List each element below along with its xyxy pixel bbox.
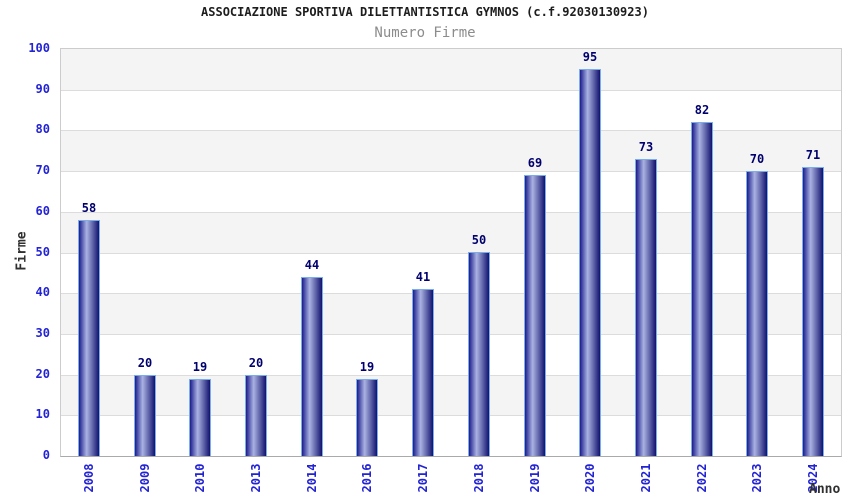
y-tick-label: 50 bbox=[35, 245, 50, 259]
bar-value-label: 41 bbox=[415, 270, 431, 284]
gridline bbox=[61, 212, 841, 213]
y-tick-label: 90 bbox=[35, 82, 50, 96]
bar bbox=[746, 171, 768, 456]
bar-value-label: 69 bbox=[527, 156, 543, 170]
x-tick-label: 2013 bbox=[249, 463, 263, 493]
bar-value-label: 73 bbox=[638, 140, 654, 154]
x-tick-label: 2021 bbox=[639, 463, 653, 493]
grid-band bbox=[61, 90, 841, 130]
gridline bbox=[61, 90, 841, 91]
bar bbox=[524, 175, 546, 456]
plot-area: 58 20 19 20 44 19 41 50 69 95 73 82 70 71 bbox=[60, 48, 842, 457]
x-tick-label: 2019 bbox=[528, 463, 542, 493]
x-tick-label: 2014 bbox=[305, 463, 319, 493]
grid-band bbox=[61, 375, 841, 415]
bar-value-label: 20 bbox=[137, 356, 153, 370]
gridline bbox=[61, 334, 841, 335]
y-tick-label: 20 bbox=[35, 367, 50, 381]
bar bbox=[412, 289, 434, 456]
gridline bbox=[61, 253, 841, 254]
bar-value-label: 19 bbox=[192, 360, 208, 374]
bar-value-label: 44 bbox=[304, 258, 320, 272]
x-tick-label: 2023 bbox=[750, 463, 764, 493]
gridline bbox=[61, 415, 841, 416]
y-tick-label: 70 bbox=[35, 163, 50, 177]
bar bbox=[134, 375, 156, 456]
bar-value-label: 70 bbox=[749, 152, 765, 166]
x-tick-label: 2016 bbox=[360, 463, 374, 493]
grid-band bbox=[61, 415, 841, 456]
chart-subtitle: Numero Firme bbox=[374, 25, 476, 41]
bar bbox=[356, 379, 378, 456]
x-tick-label: 2009 bbox=[138, 463, 152, 493]
x-tick-label: 2020 bbox=[583, 463, 597, 493]
bar bbox=[189, 379, 211, 456]
grid-band bbox=[61, 212, 841, 253]
y-tick-label: 60 bbox=[35, 204, 50, 218]
x-axis-title: Anno bbox=[809, 482, 841, 497]
bar bbox=[802, 167, 824, 456]
bar-value-label: 20 bbox=[248, 356, 264, 370]
bar-value-label: 95 bbox=[582, 50, 598, 64]
x-tick-label: 2018 bbox=[472, 463, 486, 493]
bar-value-label: 50 bbox=[471, 233, 487, 247]
bar bbox=[579, 69, 601, 456]
y-tick-label: 40 bbox=[35, 285, 50, 299]
bar bbox=[78, 220, 100, 456]
grid-band bbox=[61, 293, 841, 334]
bar bbox=[245, 375, 267, 456]
gridline bbox=[61, 293, 841, 294]
chart-title: ASSOCIAZIONE SPORTIVA DILETTANTISTICA GY… bbox=[201, 5, 649, 19]
bar bbox=[301, 277, 323, 456]
y-tick-label: 80 bbox=[35, 122, 50, 136]
bar bbox=[468, 252, 490, 456]
bar-value-label: 19 bbox=[359, 360, 375, 374]
bar-value-label: 58 bbox=[81, 201, 97, 215]
x-tick-label: 2022 bbox=[695, 463, 709, 493]
bar bbox=[691, 122, 713, 456]
y-tick-label: 10 bbox=[35, 407, 50, 421]
x-tick-label: 2010 bbox=[193, 463, 207, 493]
bar-value-label: 71 bbox=[805, 148, 821, 162]
x-tick-label: 2008 bbox=[82, 463, 96, 493]
grid-band bbox=[61, 130, 841, 171]
y-tick-label: 0 bbox=[42, 448, 50, 462]
gridline bbox=[61, 375, 841, 376]
grid-band bbox=[61, 49, 841, 90]
bar bbox=[635, 159, 657, 456]
bar-value-label: 82 bbox=[694, 103, 710, 117]
gridline bbox=[61, 130, 841, 131]
x-tick-label: 2017 bbox=[416, 463, 430, 493]
gridline bbox=[61, 171, 841, 172]
y-tick-label: 100 bbox=[28, 41, 50, 55]
y-tick-label: 30 bbox=[35, 326, 50, 340]
grid-band bbox=[61, 253, 841, 293]
grid-band bbox=[61, 171, 841, 212]
